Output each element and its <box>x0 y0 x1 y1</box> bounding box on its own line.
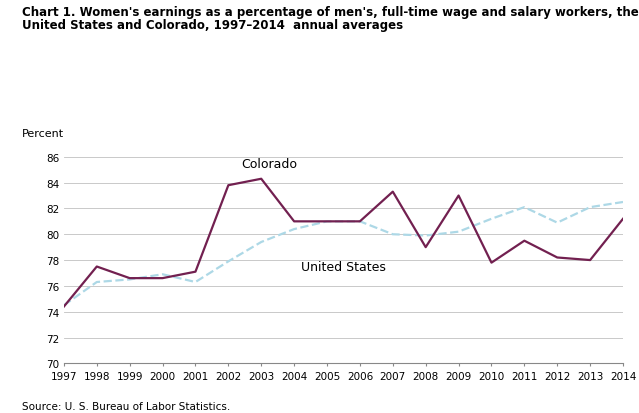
Text: Chart 1. Women's earnings as a percentage of men's, full-time wage and salary wo: Chart 1. Women's earnings as a percentag… <box>22 6 639 19</box>
Text: Percent: Percent <box>22 128 65 138</box>
Text: United States: United States <box>301 261 385 274</box>
Text: Source: U. S. Bureau of Labor Statistics.: Source: U. S. Bureau of Labor Statistics… <box>22 401 231 411</box>
Text: Colorado: Colorado <box>242 158 298 171</box>
Text: United States and Colorado, 1997–2014  annual averages: United States and Colorado, 1997–2014 an… <box>22 19 403 31</box>
